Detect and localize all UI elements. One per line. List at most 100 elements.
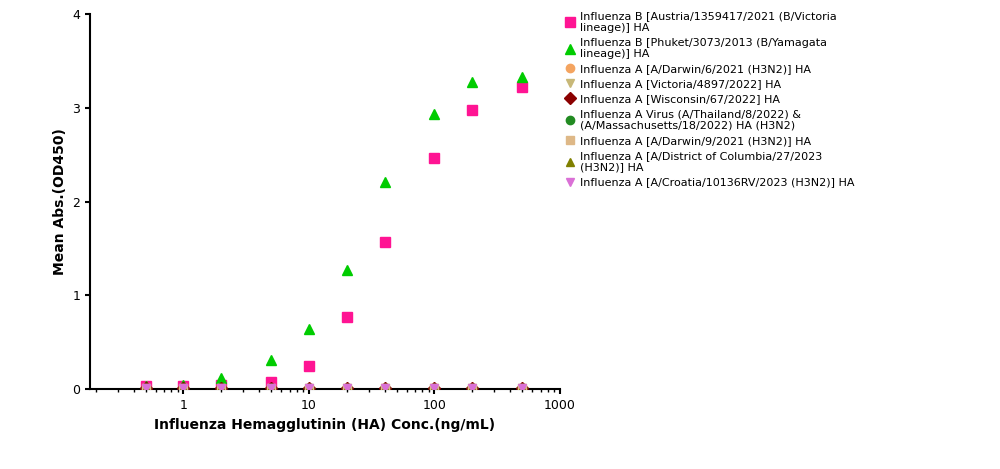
Influenza A [A/Darwin/9/2021 (H3N2)] HA: [265, 386, 277, 391]
Influenza A [A/Croatia/10136RV/2023 (H3N2)] HA: [466, 386, 478, 391]
Influenza A [A/Darwin/9/2021 (H3N2)] HA: [341, 386, 353, 391]
Influenza A [A/Darwin/6/2021 (H3N2)] HA: [428, 386, 440, 391]
Influenza B [Austria/1359417/2021 (B/Victoria
lineage)] HA: [428, 155, 440, 160]
Influenza B [Austria/1359417/2021 (B/Victoria
lineage)] HA: [265, 379, 277, 385]
Line: Influenza A [Wisconsin/67/2022] HA: Influenza A [Wisconsin/67/2022] HA: [142, 384, 526, 393]
Influenza B [Austria/1359417/2021 (B/Victoria
lineage)] HA: [379, 239, 391, 245]
Influenza A [A/Darwin/6/2021 (H3N2)] HA: [303, 386, 315, 391]
Influenza A [Victoria/4897/2022] HA: [428, 386, 440, 391]
Influenza B [Austria/1359417/2021 (B/Victoria
lineage)] HA: [140, 384, 152, 389]
Influenza A [A/Darwin/6/2021 (H3N2)] HA: [379, 386, 391, 391]
Influenza A [A/Darwin/9/2021 (H3N2)] HA: [466, 386, 478, 391]
Influenza B [Austria/1359417/2021 (B/Victoria
lineage)] HA: [215, 382, 227, 387]
Influenza A [Wisconsin/67/2022] HA: [379, 386, 391, 391]
Line: Influenza B [Austria/1359417/2021 (B/Victoria
lineage)] HA: Influenza B [Austria/1359417/2021 (B/Vic…: [141, 83, 527, 391]
Influenza A [A/District of Columbia/27/2023
(H3N2)] HA: [341, 386, 353, 391]
Influenza A Virus (A/Thailand/8/2022) &
(A/Massachusetts/18/2022) HA (H3N2): [516, 386, 528, 391]
Influenza A [Wisconsin/67/2022] HA: [265, 386, 277, 391]
Influenza A Virus (A/Thailand/8/2022) &
(A/Massachusetts/18/2022) HA (H3N2): [140, 386, 152, 391]
Influenza A [A/Darwin/6/2021 (H3N2)] HA: [516, 386, 528, 391]
Influenza A [A/Darwin/9/2021 (H3N2)] HA: [379, 386, 391, 391]
Influenza A [A/District of Columbia/27/2023
(H3N2)] HA: [303, 386, 315, 391]
Influenza A [A/Darwin/6/2021 (H3N2)] HA: [215, 386, 227, 391]
Influenza A [Wisconsin/67/2022] HA: [303, 386, 315, 391]
Influenza A [A/Croatia/10136RV/2023 (H3N2)] HA: [516, 386, 528, 391]
Influenza B [Phuket/3073/2013 (B/Yamagata
lineage)] HA: [341, 267, 353, 273]
Influenza A [Wisconsin/67/2022] HA: [466, 386, 478, 391]
Influenza B [Phuket/3073/2013 (B/Yamagata
lineage)] HA: [177, 382, 189, 387]
Influenza A [Wisconsin/67/2022] HA: [341, 386, 353, 391]
Influenza A [A/Croatia/10136RV/2023 (H3N2)] HA: [303, 386, 315, 391]
Influenza A [A/District of Columbia/27/2023
(H3N2)] HA: [140, 386, 152, 391]
Line: Influenza A [Victoria/4897/2022] HA: Influenza A [Victoria/4897/2022] HA: [142, 384, 526, 393]
Influenza A [A/Darwin/6/2021 (H3N2)] HA: [341, 386, 353, 391]
Influenza B [Austria/1359417/2021 (B/Victoria
lineage)] HA: [177, 383, 189, 388]
Influenza B [Austria/1359417/2021 (B/Victoria
lineage)] HA: [516, 84, 528, 90]
Influenza A [A/District of Columbia/27/2023
(H3N2)] HA: [177, 386, 189, 391]
Influenza A [A/Darwin/6/2021 (H3N2)] HA: [177, 386, 189, 391]
Influenza A [A/Darwin/6/2021 (H3N2)] HA: [140, 386, 152, 391]
Influenza A Virus (A/Thailand/8/2022) &
(A/Massachusetts/18/2022) HA (H3N2): [265, 386, 277, 391]
Influenza A [Victoria/4897/2022] HA: [140, 386, 152, 391]
Influenza B [Phuket/3073/2013 (B/Yamagata
lineage)] HA: [466, 79, 478, 84]
Influenza A [A/Croatia/10136RV/2023 (H3N2)] HA: [341, 386, 353, 391]
Influenza A Virus (A/Thailand/8/2022) &
(A/Massachusetts/18/2022) HA (H3N2): [341, 386, 353, 391]
Influenza A [Wisconsin/67/2022] HA: [428, 386, 440, 391]
Influenza A [Wisconsin/67/2022] HA: [516, 386, 528, 391]
X-axis label: Influenza Hemagglutinin (HA) Conc.(ng/mL): Influenza Hemagglutinin (HA) Conc.(ng/mL…: [154, 417, 496, 431]
Influenza A Virus (A/Thailand/8/2022) &
(A/Massachusetts/18/2022) HA (H3N2): [379, 386, 391, 391]
Influenza B [Phuket/3073/2013 (B/Yamagata
lineage)] HA: [215, 375, 227, 381]
Influenza A [A/Darwin/9/2021 (H3N2)] HA: [215, 386, 227, 391]
Influenza A [Victoria/4897/2022] HA: [466, 386, 478, 391]
Influenza A [Victoria/4897/2022] HA: [516, 386, 528, 391]
Line: Influenza A Virus (A/Thailand/8/2022) &
(A/Massachusetts/18/2022) HA (H3N2): Influenza A Virus (A/Thailand/8/2022) & …: [142, 384, 526, 393]
Influenza A [A/Darwin/9/2021 (H3N2)] HA: [177, 386, 189, 391]
Influenza A [A/Darwin/6/2021 (H3N2)] HA: [265, 386, 277, 391]
Influenza B [Phuket/3073/2013 (B/Yamagata
lineage)] HA: [516, 74, 528, 80]
Influenza A [A/District of Columbia/27/2023
(H3N2)] HA: [379, 386, 391, 391]
Influenza A [A/Croatia/10136RV/2023 (H3N2)] HA: [140, 386, 152, 391]
Influenza A [A/Darwin/9/2021 (H3N2)] HA: [428, 386, 440, 391]
Influenza A [Victoria/4897/2022] HA: [177, 386, 189, 391]
Influenza B [Phuket/3073/2013 (B/Yamagata
lineage)] HA: [303, 326, 315, 332]
Influenza A [A/Croatia/10136RV/2023 (H3N2)] HA: [379, 386, 391, 391]
Influenza B [Phuket/3073/2013 (B/Yamagata
lineage)] HA: [379, 179, 391, 185]
Line: Influenza A [A/Croatia/10136RV/2023 (H3N2)] HA: Influenza A [A/Croatia/10136RV/2023 (H3N…: [142, 384, 526, 393]
Influenza A Virus (A/Thailand/8/2022) &
(A/Massachusetts/18/2022) HA (H3N2): [177, 386, 189, 391]
Influenza A Virus (A/Thailand/8/2022) &
(A/Massachusetts/18/2022) HA (H3N2): [466, 386, 478, 391]
Legend: Influenza B [Austria/1359417/2021 (B/Victoria
lineage)] HA, Influenza B [Phuket/: Influenza B [Austria/1359417/2021 (B/Vic…: [560, 7, 859, 192]
Influenza A [Wisconsin/67/2022] HA: [177, 386, 189, 391]
Influenza A [Victoria/4897/2022] HA: [303, 386, 315, 391]
Influenza A Virus (A/Thailand/8/2022) &
(A/Massachusetts/18/2022) HA (H3N2): [428, 386, 440, 391]
Influenza B [Phuket/3073/2013 (B/Yamagata
lineage)] HA: [265, 357, 277, 363]
Influenza B [Austria/1359417/2021 (B/Victoria
lineage)] HA: [303, 363, 315, 369]
Influenza A [A/Darwin/9/2021 (H3N2)] HA: [516, 386, 528, 391]
Influenza A [A/District of Columbia/27/2023
(H3N2)] HA: [265, 386, 277, 391]
Influenza A [A/Croatia/10136RV/2023 (H3N2)] HA: [265, 386, 277, 391]
Line: Influenza A [A/Darwin/9/2021 (H3N2)] HA: Influenza A [A/Darwin/9/2021 (H3N2)] HA: [142, 384, 526, 393]
Influenza A [Wisconsin/67/2022] HA: [140, 386, 152, 391]
Influenza A [A/District of Columbia/27/2023
(H3N2)] HA: [215, 386, 227, 391]
Influenza A [Wisconsin/67/2022] HA: [215, 386, 227, 391]
Y-axis label: Mean Abs.(OD450): Mean Abs.(OD450): [53, 128, 67, 275]
Influenza A [Victoria/4897/2022] HA: [379, 386, 391, 391]
Influenza A [A/District of Columbia/27/2023
(H3N2)] HA: [516, 386, 528, 391]
Influenza A [A/Darwin/9/2021 (H3N2)] HA: [140, 386, 152, 391]
Influenza A [A/Croatia/10136RV/2023 (H3N2)] HA: [177, 386, 189, 391]
Influenza A Virus (A/Thailand/8/2022) &
(A/Massachusetts/18/2022) HA (H3N2): [303, 386, 315, 391]
Influenza A [Victoria/4897/2022] HA: [215, 386, 227, 391]
Influenza A [A/District of Columbia/27/2023
(H3N2)] HA: [428, 386, 440, 391]
Influenza A [Victoria/4897/2022] HA: [341, 386, 353, 391]
Influenza A [A/District of Columbia/27/2023
(H3N2)] HA: [466, 386, 478, 391]
Influenza B [Austria/1359417/2021 (B/Victoria
lineage)] HA: [341, 314, 353, 320]
Influenza B [Phuket/3073/2013 (B/Yamagata
lineage)] HA: [428, 112, 440, 117]
Line: Influenza A [A/Darwin/6/2021 (H3N2)] HA: Influenza A [A/Darwin/6/2021 (H3N2)] HA: [142, 384, 526, 393]
Influenza A Virus (A/Thailand/8/2022) &
(A/Massachusetts/18/2022) HA (H3N2): [215, 386, 227, 391]
Influenza A [A/Darwin/6/2021 (H3N2)] HA: [466, 386, 478, 391]
Influenza A [A/Croatia/10136RV/2023 (H3N2)] HA: [215, 386, 227, 391]
Influenza B [Austria/1359417/2021 (B/Victoria
lineage)] HA: [466, 107, 478, 113]
Line: Influenza A [A/District of Columbia/27/2023
(H3N2)] HA: Influenza A [A/District of Columbia/27/2…: [142, 384, 526, 393]
Influenza A [Victoria/4897/2022] HA: [265, 386, 277, 391]
Influenza A [A/Darwin/9/2021 (H3N2)] HA: [303, 386, 315, 391]
Influenza A [A/Croatia/10136RV/2023 (H3N2)] HA: [428, 386, 440, 391]
